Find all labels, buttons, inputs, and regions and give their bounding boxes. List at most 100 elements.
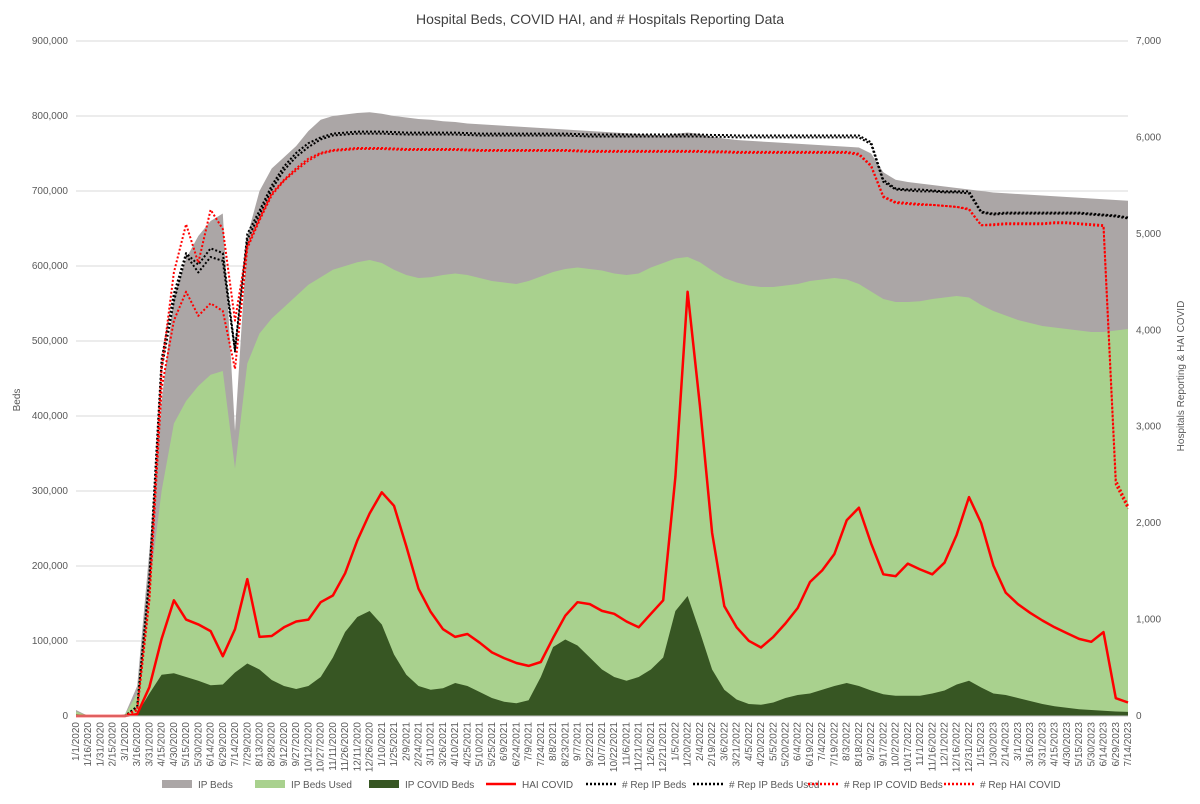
x-tick-label: 7/19/2022 xyxy=(829,722,840,767)
x-tick-label: 1/10/2021 xyxy=(377,722,388,767)
x-tick-label: 9/7/2021 xyxy=(573,722,584,761)
x-tick-label: 3/6/2022 xyxy=(719,722,730,761)
x-tick-label: 7/14/2020 xyxy=(230,722,241,767)
x-tick-label: 11/16/2022 xyxy=(927,722,938,772)
x-tick-label: 12/21/2021 xyxy=(658,722,669,772)
legend-label: IP COVID Beds xyxy=(405,780,474,791)
x-tick-label: 3/16/2023 xyxy=(1025,722,1036,767)
x-tick-label: 2/24/2021 xyxy=(414,722,425,767)
y-tick-label: 100,000 xyxy=(32,636,69,647)
x-tick-label: 4/5/2022 xyxy=(744,722,755,761)
x-tick-label: 8/18/2022 xyxy=(854,722,865,767)
x-tick-label: 3/11/2021 xyxy=(426,722,437,766)
y2-tick-label: 2,000 xyxy=(1136,518,1161,529)
x-tick-label: 10/12/2020 xyxy=(303,722,314,772)
x-tick-label: 1/20/2022 xyxy=(683,722,694,767)
legend-swatch xyxy=(255,780,285,788)
y2-tick-label: 1,000 xyxy=(1136,615,1161,626)
x-tick-label: 6/4/2022 xyxy=(793,722,804,761)
legend-item: IP COVID Beds xyxy=(369,780,474,791)
x-tick-label: 10/17/2022 xyxy=(903,722,914,772)
y2-tick-label: 5,000 xyxy=(1136,229,1161,240)
x-tick-label: 6/9/2021 xyxy=(499,722,510,761)
x-tick-label: 3/16/2020 xyxy=(132,722,143,767)
y2-tick-label: 4,000 xyxy=(1136,325,1161,336)
area-series xyxy=(76,112,1128,717)
y-tick-label: 600,000 xyxy=(32,261,69,272)
x-tick-label: 7/4/2022 xyxy=(817,722,828,761)
legend-item: # Rep IP Beds xyxy=(586,780,686,791)
y-tick-label: 400,000 xyxy=(32,411,69,422)
x-tick-label: 12/11/2020 xyxy=(352,722,363,772)
x-tick-label: 6/14/2020 xyxy=(206,722,217,767)
x-tick-label: 5/30/2023 xyxy=(1086,722,1097,767)
x-tick-label: 5/15/2020 xyxy=(181,722,192,767)
x-tick-label: 12/31/2022 xyxy=(964,722,975,772)
x-tick-label: 9/27/2020 xyxy=(291,722,302,767)
legend-label: # Rep IP COVID Beds xyxy=(844,780,943,791)
x-tick-label: 10/22/2021 xyxy=(609,722,620,772)
y2-tick-label: 3,000 xyxy=(1136,422,1161,433)
x-tick-label: 11/6/2021 xyxy=(621,722,632,766)
x-tick-label: 4/25/2021 xyxy=(462,722,473,767)
legend-item: IP Beds Used xyxy=(255,780,352,791)
x-tick-label: 9/22/2021 xyxy=(585,722,596,767)
x-tick-label: 7/29/2020 xyxy=(242,722,253,767)
x-tick-label: 1/1/2020 xyxy=(71,722,82,761)
legend-label: IP Beds xyxy=(198,780,233,791)
x-tick-label: 1/5/2022 xyxy=(670,722,681,761)
x-axis: 1/1/2020 1/16/2020 1/31/2020 2/15/2020 3/1/2… xyxy=(71,715,1134,772)
x-tick-label: 8/23/2021 xyxy=(560,722,571,767)
x-tick-label: 1/25/2021 xyxy=(389,722,400,767)
x-tick-label: 6/29/2023 xyxy=(1111,722,1122,767)
x-tick-label: 6/24/2021 xyxy=(511,722,522,767)
x-tick-label: 1/15/2023 xyxy=(976,722,987,767)
x-tick-label: 3/26/2021 xyxy=(438,722,449,767)
chart-title: Hospital Beds, COVID HAI, and # Hospital… xyxy=(416,11,784,27)
line-hai-covid xyxy=(76,290,1129,718)
x-tick-label: 5/10/2021 xyxy=(475,722,486,767)
x-tick-label: 2/15/2020 xyxy=(108,722,119,767)
legend-label: HAI COVID xyxy=(522,780,573,791)
area-ip-covid-beds xyxy=(76,596,1128,716)
y-tick-label: 200,000 xyxy=(32,561,69,572)
y2-tick-label: 6,000 xyxy=(1136,132,1161,143)
x-tick-label: 6/14/2023 xyxy=(1099,722,1110,767)
y-tick-label: 300,000 xyxy=(32,486,69,497)
legend-swatch xyxy=(369,780,399,788)
y-axis-left: 0 100,000 200,000 300,000 400,000 500,000 600,… xyxy=(32,36,69,722)
x-tick-label: 8/28/2020 xyxy=(267,722,278,767)
legend-item: # Rep IP Beds Used xyxy=(693,780,819,791)
x-tick-label: 2/19/2022 xyxy=(707,722,718,767)
x-tick-label: 2/4/2022 xyxy=(695,722,706,761)
legend-item: IP Beds xyxy=(162,780,233,791)
legend-label: # Rep HAI COVID xyxy=(980,780,1061,791)
x-tick-label: 4/10/2021 xyxy=(450,722,461,767)
x-tick-label: 10/7/2021 xyxy=(597,722,608,767)
x-tick-label: 7/24/2021 xyxy=(536,722,547,767)
x-tick-label: 7/14/2023 xyxy=(1123,722,1134,767)
y-tick-label: 900,000 xyxy=(32,36,69,47)
x-tick-label: 5/5/2022 xyxy=(768,722,779,761)
x-tick-label: 3/21/2022 xyxy=(732,722,743,767)
y2-tick-label: 7,000 xyxy=(1136,36,1161,47)
x-tick-label: 4/30/2020 xyxy=(169,722,180,767)
legend-label: IP Beds Used xyxy=(291,780,352,791)
x-tick-label: 1/16/2020 xyxy=(83,722,94,767)
x-tick-label: 6/19/2022 xyxy=(805,722,816,767)
legend-swatch xyxy=(162,780,192,788)
x-tick-label: 11/1/2022 xyxy=(915,722,926,766)
x-tick-label: 9/17/2022 xyxy=(878,722,889,767)
x-tick-label: 10/2/2022 xyxy=(891,722,902,767)
x-tick-label: 12/1/2022 xyxy=(940,722,951,767)
x-tick-label: 8/3/2022 xyxy=(842,722,853,761)
line-rep-rep-ip-beds-used xyxy=(76,132,1129,717)
x-tick-label: 5/20/2022 xyxy=(780,722,791,767)
x-tick-label: 9/2/2022 xyxy=(866,722,877,761)
x-tick-label: 3/31/2020 xyxy=(144,722,155,767)
legend-item: # Rep HAI COVID xyxy=(944,780,1061,791)
legend-label: # Rep IP Beds Used xyxy=(729,780,819,791)
legend-item: # Rep IP COVID Beds xyxy=(808,780,943,791)
line-rep-rep-hai-covid xyxy=(76,147,1129,717)
